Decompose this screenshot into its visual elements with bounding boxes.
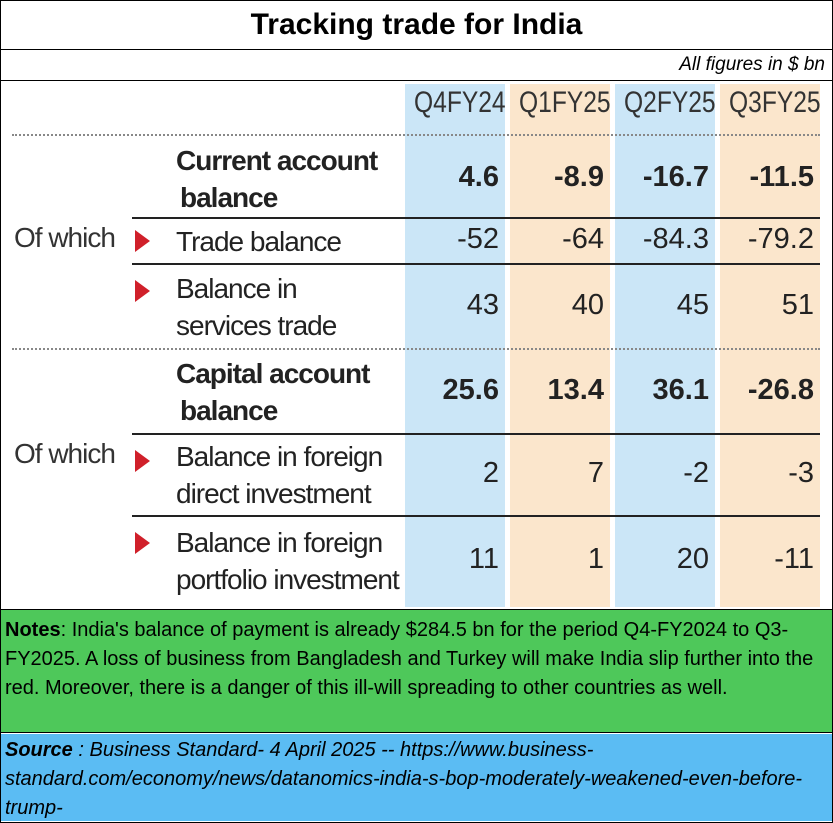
cell-value: 45: [676, 289, 709, 321]
row-rule: [132, 515, 820, 517]
cell-value: 40: [571, 289, 604, 321]
units-note: All figures in $ bn: [679, 54, 825, 75]
column-header: Q4FY24: [414, 86, 506, 119]
column-background: [615, 84, 715, 607]
cell-value: 4.6: [458, 161, 499, 193]
column-background: [510, 84, 610, 607]
notes-panel: Notes: India's balance of payment is alr…: [1, 609, 832, 733]
row-label-line: Balance in foreign: [176, 441, 383, 472]
row-rule: [132, 263, 820, 265]
column-header: Q2FY25: [624, 86, 716, 119]
row-rule: [132, 433, 820, 435]
cell-value: 43: [466, 289, 499, 321]
cell-value: -2: [683, 457, 709, 489]
source-panel: Source : Business Standard- 4 April 2025…: [1, 734, 832, 821]
row-label: Trade balance: [176, 223, 342, 260]
row-label-line: balance: [180, 182, 278, 213]
cell-value: 36.1: [652, 374, 709, 406]
cell-value: -26.8: [747, 374, 814, 406]
cell-value: 2: [482, 457, 499, 489]
row-label-line: Capital account: [176, 358, 370, 389]
cell-value: 51: [781, 289, 814, 321]
cell-value: 20: [676, 543, 709, 575]
row-label: Balance in foreign direct investment: [176, 438, 383, 512]
row-arrow-icon: [135, 280, 150, 302]
row-rule: [132, 217, 820, 219]
cell-value: -11: [774, 543, 814, 575]
cell-value: -11.5: [749, 161, 815, 193]
cell-value: 25.6: [442, 374, 499, 406]
row-label-line: Balance in: [176, 273, 298, 304]
dotted-separator: [12, 134, 820, 136]
cell-value: 1: [587, 543, 604, 575]
row-label: Capital account balance: [176, 355, 370, 429]
cell-value: -79.2: [747, 223, 814, 255]
row-arrow-icon: [135, 450, 150, 472]
cell-value: -84.3: [642, 223, 709, 255]
row-label-line: services trade: [176, 310, 337, 341]
cell-value: -8.9: [554, 161, 604, 193]
column-header: Q3FY25: [729, 86, 821, 119]
column-header: Q1FY25: [519, 86, 611, 119]
cell-value: -16.7: [642, 161, 709, 193]
column-background: [720, 84, 820, 607]
row-label-line: balance: [180, 395, 278, 426]
of-which-label: Of which: [14, 222, 116, 253]
cell-value: 11: [468, 543, 499, 575]
row-arrow-icon: [135, 532, 150, 554]
row-label-line: Balance in foreign: [176, 527, 383, 558]
cell-value: 13.4: [547, 374, 604, 406]
row-label: Current account balance: [176, 142, 378, 216]
notes-text: : India's balance of payment is already …: [5, 619, 814, 699]
source-text: : Business Standard- 4 April 2025 -- htt…: [5, 739, 803, 819]
of-which-label: Of which: [14, 438, 116, 469]
row-label-line: portfolio investment: [176, 564, 400, 595]
row-label-line: Trade balance: [176, 225, 342, 257]
cell-value: 7: [587, 457, 604, 489]
chart-title: Tracking trade for India: [1, 1, 832, 50]
row-label-line: Current account: [176, 145, 378, 176]
row-label: Balance in services trade: [176, 270, 337, 344]
notes-heading: Notes: [5, 619, 61, 641]
row-label-line: direct investment: [176, 478, 372, 509]
source-heading: Source: [5, 739, 73, 761]
row-label: Balance in foreign portfolio investment: [176, 524, 400, 598]
column-background: [405, 84, 505, 607]
cell-value: -3: [788, 457, 814, 489]
cell-value: -52: [457, 223, 499, 255]
units-divider: [1, 80, 832, 81]
dotted-separator: [12, 348, 820, 350]
cell-value: -64: [562, 223, 604, 255]
row-arrow-icon: [135, 230, 150, 252]
